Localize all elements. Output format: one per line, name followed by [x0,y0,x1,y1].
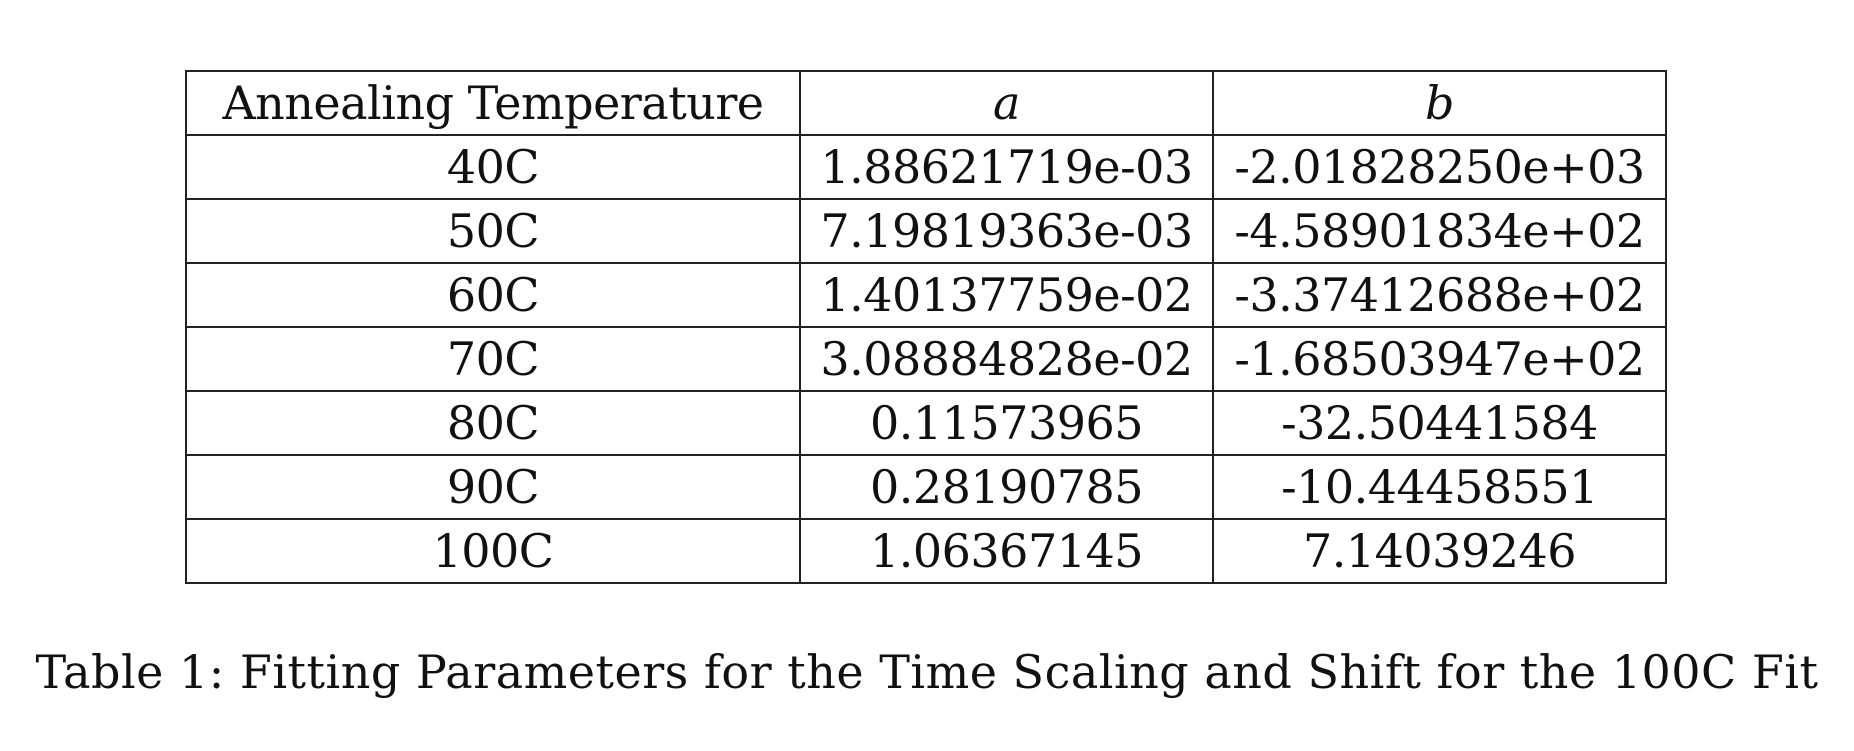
table-row: 100C 1.06367145 7.14039246 [185,518,1667,584]
table-row: 80C 0.11573965 -32.50441584 [185,390,1667,456]
header-b: b [1212,70,1667,136]
cell-a: 7.19819363e-03 [799,198,1214,264]
cell-temperature: 100C [185,518,801,584]
cell-b: -1.68503947e+02 [1212,326,1667,392]
table-row: 70C 3.08884828e-02 -1.68503947e+02 [185,326,1667,392]
cell-temperature: 80C [185,390,801,456]
table-row: 50C 7.19819363e-03 -4.58901834e+02 [185,198,1667,264]
table-row: 90C 0.28190785 -10.44458551 [185,454,1667,520]
fitting-parameters-table: Annealing Temperature a b 40C 1.88621719… [185,70,1667,584]
cell-b: -32.50441584 [1212,390,1667,456]
header-annealing-temperature: Annealing Temperature [185,70,801,136]
cell-temperature: 40C [185,134,801,200]
cell-b: -2.01828250e+03 [1212,134,1667,200]
cell-temperature: 60C [185,262,801,328]
table-header-row: Annealing Temperature a b [185,70,1667,136]
cell-a: 1.88621719e-03 [799,134,1214,200]
cell-temperature: 70C [185,326,801,392]
cell-b: -3.37412688e+02 [1212,262,1667,328]
cell-a: 0.28190785 [799,454,1214,520]
cell-b: 7.14039246 [1212,518,1667,584]
cell-a: 1.40137759e-02 [799,262,1214,328]
table-row: 40C 1.88621719e-03 -2.01828250e+03 [185,134,1667,200]
cell-a: 3.08884828e-02 [799,326,1214,392]
cell-a: 0.11573965 [799,390,1214,456]
table-caption: Table 1: Fitting Parameters for the Time… [35,645,1819,699]
cell-temperature: 50C [185,198,801,264]
cell-b: -10.44458551 [1212,454,1667,520]
cell-temperature: 90C [185,454,801,520]
cell-b: -4.58901834e+02 [1212,198,1667,264]
header-a: a [799,70,1214,136]
table-row: 60C 1.40137759e-02 -3.37412688e+02 [185,262,1667,328]
cell-a: 1.06367145 [799,518,1214,584]
parameter-table-container: Annealing Temperature a b 40C 1.88621719… [185,70,1667,584]
